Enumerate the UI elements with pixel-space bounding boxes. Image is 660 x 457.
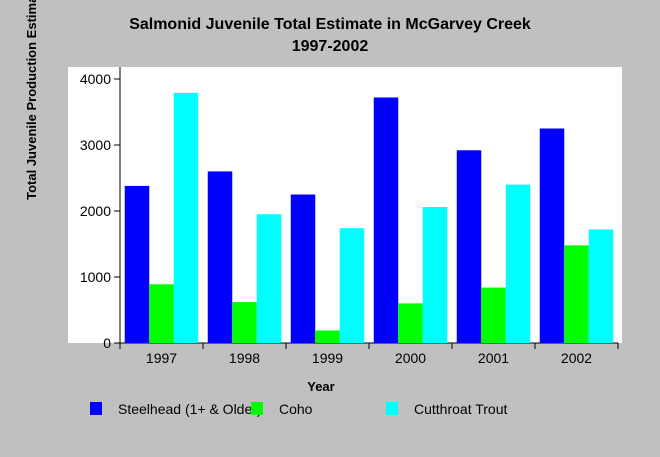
bar-cutthroat-1998 (256, 214, 282, 343)
legend-label-cutthroat: Cutthroat Trout (414, 401, 508, 417)
bar-cutthroat-2001 (505, 184, 531, 343)
bar-coho-2002 (564, 245, 589, 343)
bar-steelhead-2000 (373, 97, 399, 343)
bar-steelhead-1997 (124, 185, 150, 343)
bar-cutthroat-2000 (422, 207, 448, 343)
y-tick-label: 4000 (80, 71, 111, 87)
bar-coho-1998 (232, 302, 257, 343)
legend-swatch-steelhead (90, 402, 102, 415)
bar-cutthroat-2002 (588, 229, 614, 343)
chart-title-block: Salmonid Juvenile Total Estimate in McGa… (0, 14, 660, 58)
bar-coho-2000 (398, 303, 423, 343)
y-tick-label: 3000 (80, 137, 111, 153)
bar-steelhead-1999 (290, 194, 316, 343)
bar-cutthroat-1999 (339, 228, 365, 343)
legend-swatch-coho (251, 402, 263, 415)
bar-coho-1999 (315, 330, 340, 343)
chart-title: Salmonid Juvenile Total Estimate in McGa… (129, 16, 531, 33)
legend-label-coho: Coho (279, 401, 313, 417)
x-tick-label: 2001 (478, 350, 509, 366)
bar-coho-2001 (481, 287, 506, 343)
legend-label-steelhead: Steelhead (1+ & Older) (118, 401, 262, 417)
x-tick-label: 2002 (561, 350, 592, 366)
x-tick-label: 1997 (146, 350, 177, 366)
x-tick-label: 1998 (229, 350, 260, 366)
chart-subtitle: 1997-2002 (291, 38, 369, 55)
x-tick-label: 2000 (395, 350, 426, 366)
y-tick-label: 1000 (80, 269, 111, 285)
x-axis-label: Year (307, 379, 334, 394)
y-tick-label: 2000 (80, 203, 111, 219)
bar-steelhead-2002 (539, 128, 565, 343)
x-tick-label: 1999 (312, 350, 343, 366)
y-tick-label: 0 (103, 335, 111, 351)
legend-swatch-cutthroat (386, 402, 398, 415)
bar-cutthroat-1997 (173, 92, 199, 343)
bar-steelhead-2001 (456, 150, 482, 343)
bar-steelhead-1998 (207, 171, 233, 343)
bar-coho-1997 (149, 284, 174, 343)
